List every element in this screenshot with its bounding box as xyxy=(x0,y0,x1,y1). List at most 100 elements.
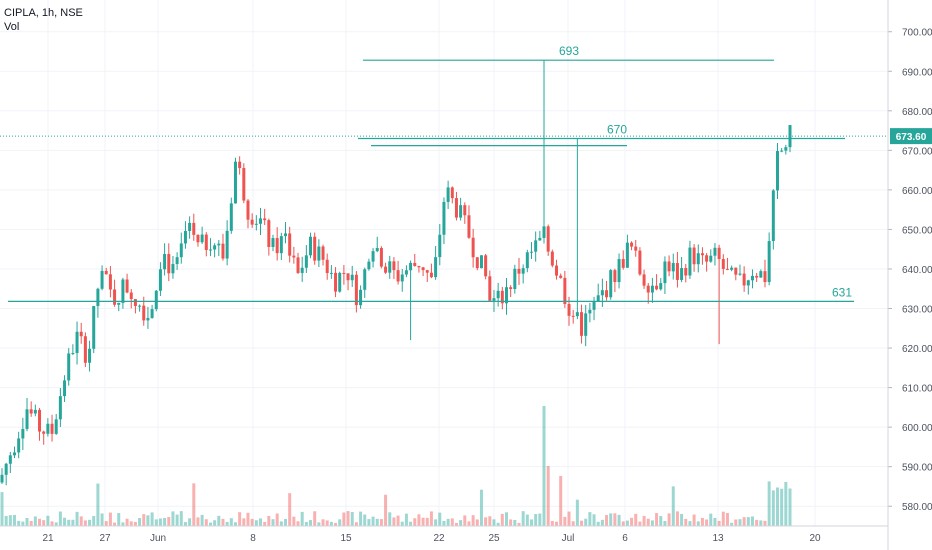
volume-bar xyxy=(367,519,371,526)
candle-body xyxy=(309,236,313,256)
candle-body xyxy=(246,200,250,220)
candle-body xyxy=(192,222,196,235)
candle-body xyxy=(0,474,4,483)
time-tick-label: 20 xyxy=(809,533,821,544)
level-label: 693 xyxy=(559,44,579,58)
candle-body xyxy=(400,274,404,282)
candle-body xyxy=(346,273,350,281)
candle-body xyxy=(450,187,454,199)
candle-body xyxy=(279,236,283,254)
volume-bar xyxy=(271,519,275,526)
candle-body xyxy=(484,255,488,277)
volume-bar xyxy=(542,406,546,526)
candle-body xyxy=(296,257,300,273)
price-tick-label: 700.00 xyxy=(902,28,932,39)
candle-body xyxy=(509,287,513,290)
candle-body xyxy=(575,312,579,317)
symbol-title[interactable]: CIPLA, 1h, NSE xyxy=(4,7,83,19)
candle-body xyxy=(609,270,613,298)
volume-bar xyxy=(517,522,521,526)
volume-bar xyxy=(167,517,171,526)
volume-bar xyxy=(300,511,304,526)
candle-body xyxy=(571,315,575,317)
volume-bar xyxy=(538,513,542,526)
candle-body xyxy=(342,272,346,274)
volume-bar xyxy=(404,513,408,526)
candle-body xyxy=(242,168,246,201)
candle-body xyxy=(634,246,638,251)
candle-body xyxy=(354,274,358,306)
volume-bar xyxy=(58,511,62,526)
volume-bar xyxy=(233,522,237,526)
time-tick-label: 13 xyxy=(712,533,724,544)
volume-bar xyxy=(75,511,79,526)
volume-bar xyxy=(567,511,571,526)
horizontal-levels[interactable]: 693 670 631 xyxy=(0,44,888,303)
candle-body xyxy=(388,261,392,273)
volume-bar xyxy=(342,512,346,526)
candle-body xyxy=(384,266,388,273)
volume-bar xyxy=(429,511,433,526)
volume-bar xyxy=(688,521,692,526)
volume-bar xyxy=(63,517,67,526)
volume-bar xyxy=(13,514,17,526)
volume-bar xyxy=(346,511,350,526)
volume-bar xyxy=(250,518,254,526)
volume-bars xyxy=(0,406,792,526)
volume-bar xyxy=(258,518,262,526)
candle-body xyxy=(359,289,363,306)
time-tick-label: 25 xyxy=(488,533,500,544)
volume-bar xyxy=(417,514,421,526)
candle-body xyxy=(421,267,425,271)
volume-bar xyxy=(675,511,679,526)
candle-body xyxy=(25,409,29,429)
candle-body xyxy=(175,257,179,265)
candle-body xyxy=(717,247,721,260)
volume-bar xyxy=(630,517,634,526)
candle-body xyxy=(196,234,200,243)
volume-bar xyxy=(550,520,554,526)
candle-body xyxy=(146,317,150,321)
time-tick-label: 21 xyxy=(42,533,54,544)
candle-body xyxy=(621,259,625,268)
candle-body xyxy=(425,270,429,273)
price-tick-label: 580.00 xyxy=(902,502,932,513)
candle-body xyxy=(446,187,450,202)
time-tick-label: 6 xyxy=(622,533,628,544)
volume-bar xyxy=(142,514,146,526)
volume-bar xyxy=(742,517,746,526)
volume-bar xyxy=(521,511,525,526)
volume-bar xyxy=(83,520,87,526)
candle-body xyxy=(655,285,659,290)
volume-bar xyxy=(363,514,367,526)
candle-body xyxy=(642,274,646,286)
volume-bar xyxy=(467,521,471,526)
candle-body xyxy=(150,309,154,318)
candle-body xyxy=(54,419,58,434)
volume-bar xyxy=(596,521,600,526)
volume-bar xyxy=(221,518,225,526)
candle-body xyxy=(204,234,208,251)
volume-bar xyxy=(150,512,154,526)
volume-bar xyxy=(334,522,338,526)
volume-bar xyxy=(279,521,283,526)
volume-bar xyxy=(434,519,438,526)
volume-bar xyxy=(500,513,504,526)
volume-bar xyxy=(563,516,567,526)
volume-bar xyxy=(755,519,759,526)
volume-bar xyxy=(671,486,675,526)
candle-body xyxy=(396,270,400,282)
volume-bar xyxy=(200,514,204,526)
candles[interactable] xyxy=(0,60,792,486)
volume-bar xyxy=(50,521,54,526)
candle-body xyxy=(171,264,175,274)
volume-bar xyxy=(409,521,413,526)
volume-bar xyxy=(129,521,133,526)
volume-bar xyxy=(663,520,667,526)
candle-body xyxy=(605,290,609,298)
candle-body xyxy=(104,270,108,275)
candle-body xyxy=(671,263,675,272)
candle-body xyxy=(763,271,767,283)
